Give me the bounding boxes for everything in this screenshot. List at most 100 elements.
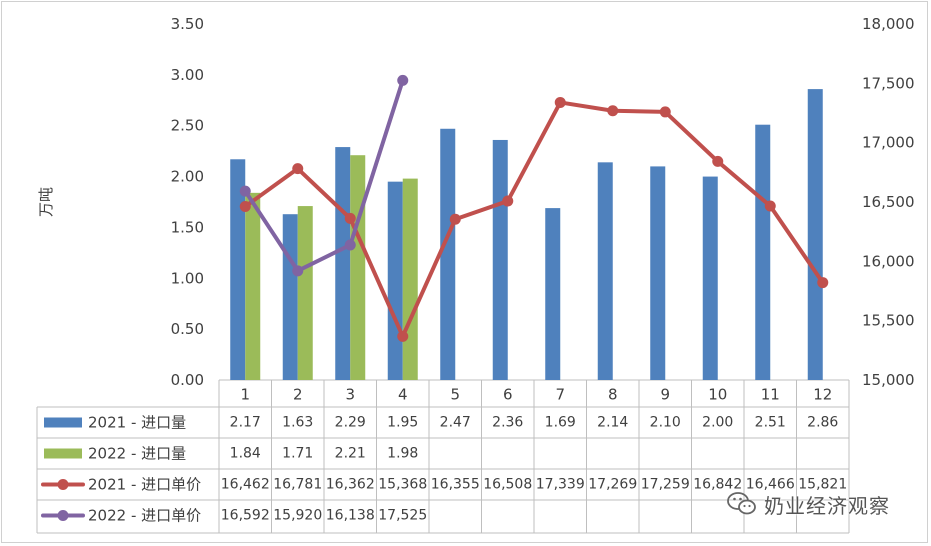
line-2021 (243, 100, 825, 339)
table-cell: 1.69 (545, 415, 576, 431)
y-tick-label: 3.50 (171, 15, 204, 33)
table-cell: 16,842 (693, 477, 742, 493)
y-tick-label: 0.00 (171, 371, 204, 389)
table-cell: 16,508 (483, 477, 532, 493)
point-2021-6 (502, 195, 514, 207)
line-2022 (243, 78, 405, 273)
y2-tick-label: 17,000 (862, 134, 915, 152)
table-cell: 16,355 (431, 477, 480, 493)
point-2021-2 (292, 163, 304, 175)
x-tick-label: 1 (240, 386, 250, 404)
x-tick-label: 4 (398, 386, 408, 404)
y-tick-label: 2.00 (171, 168, 204, 186)
point-2021-11 (764, 200, 776, 212)
point-2021-5 (449, 213, 461, 225)
x-tick-label: 11 (761, 386, 780, 404)
point-2021-3 (344, 212, 356, 224)
table-cell: 1.63 (282, 415, 313, 431)
table-cell: 2.47 (440, 415, 471, 431)
y2-tick-label: 15,500 (862, 312, 915, 330)
bar-2021-11 (755, 124, 771, 380)
bar-2021-9 (650, 166, 666, 380)
table-cell: 1.71 (282, 446, 313, 462)
table-cell: 2.29 (335, 415, 366, 431)
wechat-icon (727, 492, 756, 515)
point-2022-1 (239, 185, 251, 197)
bar-2021-7 (545, 208, 561, 380)
point-2022-4 (397, 74, 409, 86)
table-cell: 15,821 (798, 477, 847, 493)
point-2022-2 (292, 265, 304, 277)
bar-2021-3 (335, 147, 351, 380)
table-cell: 17,269 (588, 477, 637, 493)
table-cell: 2.51 (755, 415, 786, 431)
bar-2022-3 (350, 155, 366, 380)
table-cell: 2.36 (492, 415, 523, 431)
x-tick-label: 8 (608, 386, 618, 404)
axes: 0.00 0.50 1.00 1.50 2.00 2.50 3.00 3.50 15,000 15… (37, 15, 915, 389)
table-cell: 2.21 (335, 446, 366, 462)
table-cell: 1.84 (230, 446, 261, 462)
table-cell: 2.10 (650, 415, 681, 431)
y2-tick-label: 17,500 (862, 74, 915, 92)
table-cell: 2.00 (702, 415, 733, 431)
point-2021-1 (239, 201, 251, 213)
bar-2021-2 (282, 214, 298, 380)
x-tick-label: 6 (503, 386, 513, 404)
legend-key-marker (57, 510, 69, 521)
bar-2021-5 (440, 128, 456, 380)
point-2022-3 (344, 239, 356, 251)
table-cell: 2.17 (230, 415, 261, 431)
table-cell: 15,368 (378, 477, 427, 493)
y2-tick-label: 15,000 (862, 371, 915, 389)
table-cell: 17,259 (641, 477, 690, 493)
point-2021-12 (817, 277, 829, 289)
x-tick-label: 5 (450, 386, 460, 404)
table-cell: 17,525 (378, 508, 427, 524)
legend-key-marker (57, 479, 69, 490)
y-tick-label: 3.00 (171, 66, 204, 84)
y-tick-label: 1.50 (171, 218, 204, 236)
watermark-text: 奶业经济观察 (764, 493, 890, 518)
point-2021-7 (554, 96, 566, 108)
y2-tick-label: 16,500 (862, 193, 915, 211)
legend-key-bar (44, 448, 82, 459)
table-cell: 17,339 (536, 477, 585, 493)
y-axis-label: 万吨 (37, 187, 55, 217)
bar-2022-4 (402, 178, 418, 380)
bar-2021-4 (387, 181, 403, 380)
table-cell: 16,462 (221, 477, 270, 493)
legend-key-bar (44, 417, 82, 428)
table-cell: 2.14 (597, 415, 628, 431)
y-tick-label: 0.50 (171, 320, 204, 338)
watermark: 奶业经济观察 (726, 486, 890, 522)
bar-2021-6 (492, 139, 508, 380)
bar-2022-1 (245, 192, 261, 380)
bars (230, 89, 823, 381)
x-tick-label: 7 (555, 386, 565, 404)
x-tick-label: 9 (660, 386, 670, 404)
legend-label: 2022 - 进口量 (88, 445, 186, 463)
y-tick-label: 1.00 (171, 269, 204, 287)
table-cell: 16,138 (326, 508, 375, 524)
point-2021-8 (607, 105, 619, 117)
y2-tick-label: 16,000 (862, 252, 915, 270)
point-2021-10 (712, 155, 724, 167)
table-cell: 1.95 (387, 415, 418, 431)
legend-label: 2021 - 进口量 (88, 414, 186, 432)
x-tick-label: 3 (345, 386, 355, 404)
point-2021-4 (397, 330, 409, 342)
bar-2021-1 (230, 159, 246, 380)
bar-2021-10 (702, 176, 718, 380)
table-cell: 2.86 (807, 415, 838, 431)
table-cell: 16,781 (273, 477, 322, 493)
legend-label: 2021 - 进口单价 (88, 476, 201, 494)
table-cell: 1.98 (387, 446, 418, 462)
lines (239, 74, 829, 342)
table-cell: 15,920 (273, 508, 322, 524)
x-tick-label: 2 (293, 386, 303, 404)
x-tick-label: 12 (813, 386, 832, 404)
